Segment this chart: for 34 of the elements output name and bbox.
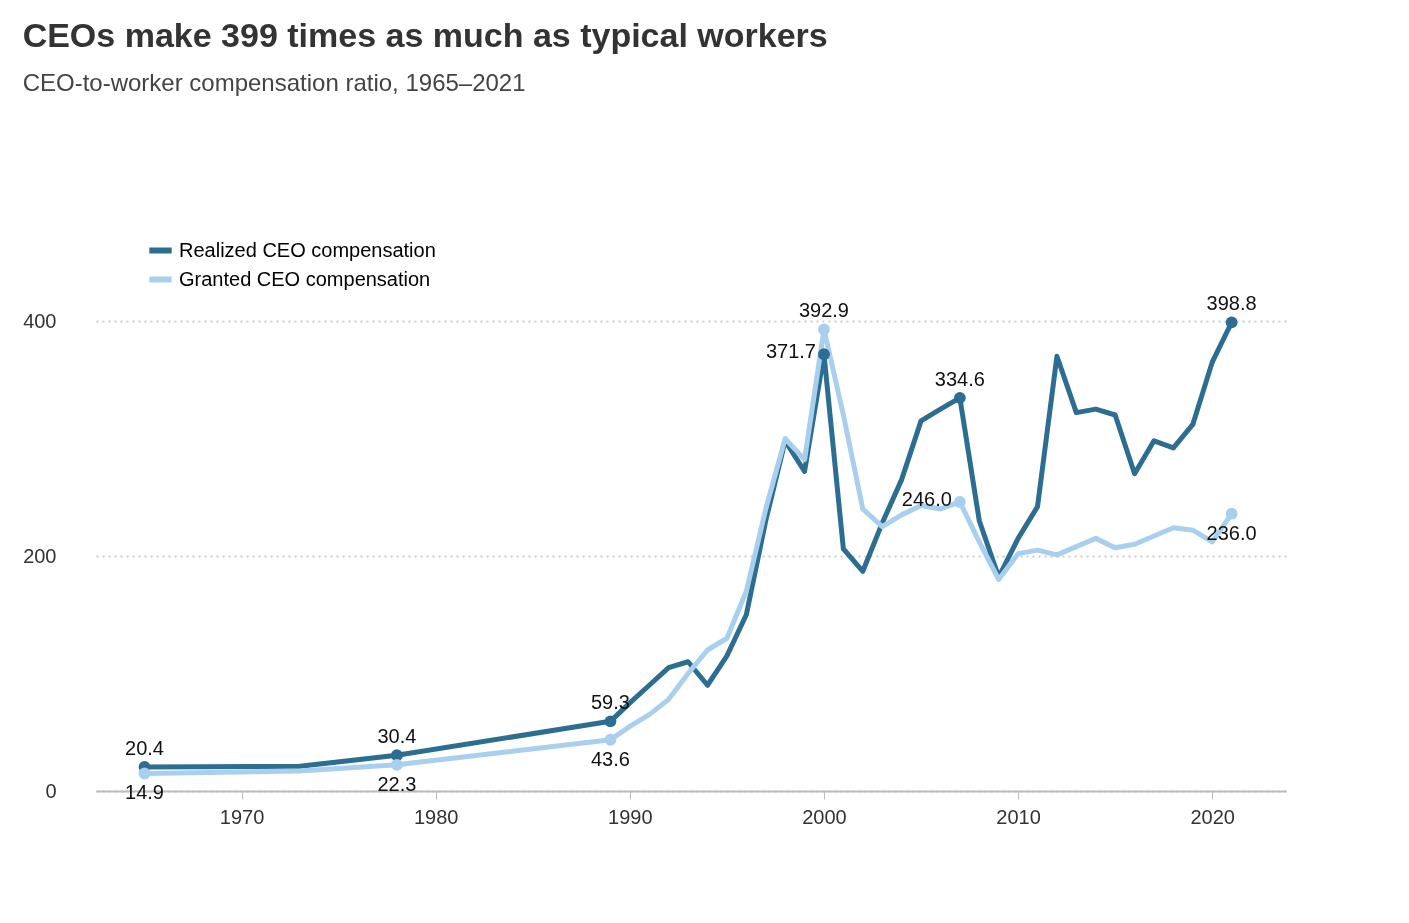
point xyxy=(390,758,403,771)
point xyxy=(1225,316,1238,329)
y-tick-label: 200 xyxy=(23,544,57,567)
x-tick-label: 1980 xyxy=(413,805,459,828)
data-label: 392.9 xyxy=(798,299,850,322)
data-label: 43.6 xyxy=(590,747,630,770)
point xyxy=(604,715,617,728)
data-label: 371.7 xyxy=(765,340,816,363)
y-tick-label: 400 xyxy=(23,309,57,332)
point xyxy=(953,496,966,508)
y-tick-label: 0 xyxy=(45,779,57,802)
point xyxy=(818,348,830,361)
chart-title: CEOs make 399 times as much as typical workers xyxy=(22,16,828,54)
point xyxy=(604,733,617,746)
data-label: 14.9 xyxy=(125,781,164,804)
data-label: 334.6 xyxy=(934,367,985,390)
data-label: 20.4 xyxy=(125,737,164,760)
data-label: 30.4 xyxy=(377,725,417,748)
data-label: 22.3 xyxy=(377,772,417,795)
x-tick-label: 1970 xyxy=(219,805,265,828)
chart-subtitle: CEO-to-worker compensation ratio, 1965–2021 xyxy=(22,69,526,96)
point xyxy=(1225,507,1238,520)
data-label: 398.8 xyxy=(1206,292,1257,315)
x-tick-label: 2010 xyxy=(996,805,1041,828)
legend-label: Realized CEO compensation xyxy=(179,238,436,261)
legend-label: Granted CEO compensation xyxy=(179,267,431,290)
data-label: 246.0 xyxy=(901,487,952,510)
point xyxy=(953,391,966,404)
x-tick-label: 1990 xyxy=(608,805,653,828)
data-label: 59.3 xyxy=(590,691,630,714)
x-tick-label: 2020 xyxy=(1190,805,1235,828)
point xyxy=(138,767,151,780)
x-tick-label: 2000 xyxy=(802,805,847,828)
data-label: 236.0 xyxy=(1206,521,1257,544)
